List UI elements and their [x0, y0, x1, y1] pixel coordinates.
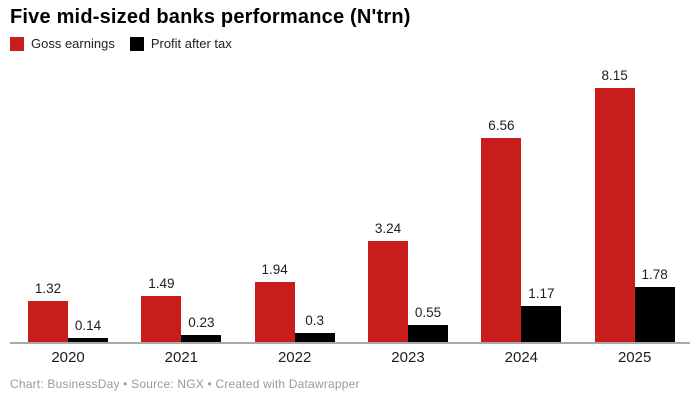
bar-profit-after-tax-2022[interactable] — [294, 333, 335, 342]
value-label-profit-after-tax-2024: 1.17 — [528, 286, 555, 301]
bar-profit-after-tax-2021[interactable] — [181, 335, 222, 342]
value-label-goss-earnings-2024: 6.56 — [488, 118, 515, 133]
attribution: Chart: BusinessDay • Source: NGX • Creat… — [10, 377, 360, 391]
chart-title: Five mid-sized banks performance (N'trn) — [10, 6, 411, 28]
bar-goss-earnings-2024[interactable] — [481, 138, 522, 342]
x-tick-2022: 2022 — [277, 349, 312, 366]
value-label-goss-earnings-2021: 1.49 — [148, 276, 175, 291]
value-label-profit-after-tax-2025: 1.78 — [641, 267, 668, 282]
bar-goss-earnings-2022[interactable] — [254, 282, 295, 342]
legend: Goss earnings Profit after tax — [10, 37, 247, 51]
value-label-goss-earnings-2025: 8.15 — [601, 68, 628, 83]
legend-swatch-profit-after-tax — [129, 37, 144, 51]
legend-item-profit-after-tax: Profit after tax — [129, 36, 232, 51]
legend-swatch-goss-earnings — [10, 37, 24, 51]
value-label-profit-after-tax-2021: 0.23 — [188, 315, 215, 330]
x-tick-2021: 2021 — [164, 349, 199, 366]
bar-profit-after-tax-2023[interactable] — [407, 325, 448, 342]
bar-profit-after-tax-2020[interactable] — [68, 338, 108, 342]
bar-profit-after-tax-2024[interactable] — [521, 306, 562, 342]
value-label-profit-after-tax-2020: 0.14 — [74, 318, 102, 333]
value-label-goss-earnings-2020: 1.32 — [34, 281, 62, 296]
x-tick-2025: 2025 — [617, 349, 652, 366]
value-label-goss-earnings-2022: 1.94 — [261, 262, 288, 277]
bar-goss-earnings-2023[interactable] — [367, 241, 408, 342]
bar-goss-earnings-2020[interactable] — [28, 301, 68, 342]
x-axis-line — [10, 342, 690, 344]
value-label-goss-earnings-2023: 3.24 — [374, 221, 402, 236]
legend-label-goss-earnings: Goss earnings — [31, 36, 115, 51]
value-label-profit-after-tax-2023: 0.55 — [414, 305, 442, 320]
legend-item-goss-earnings: Goss earnings — [10, 37, 115, 51]
value-label-profit-after-tax-2022: 0.3 — [305, 313, 325, 328]
legend-label-profit-after-tax: Profit after tax — [150, 36, 232, 51]
x-tick-2020: 2020 — [51, 349, 85, 366]
bar-goss-earnings-2025[interactable] — [594, 88, 635, 342]
x-tick-2024: 2024 — [504, 349, 539, 366]
bar-goss-earnings-2021[interactable] — [141, 296, 182, 342]
x-tick-2023: 2023 — [391, 349, 425, 366]
bar-profit-after-tax-2025[interactable] — [634, 287, 675, 342]
